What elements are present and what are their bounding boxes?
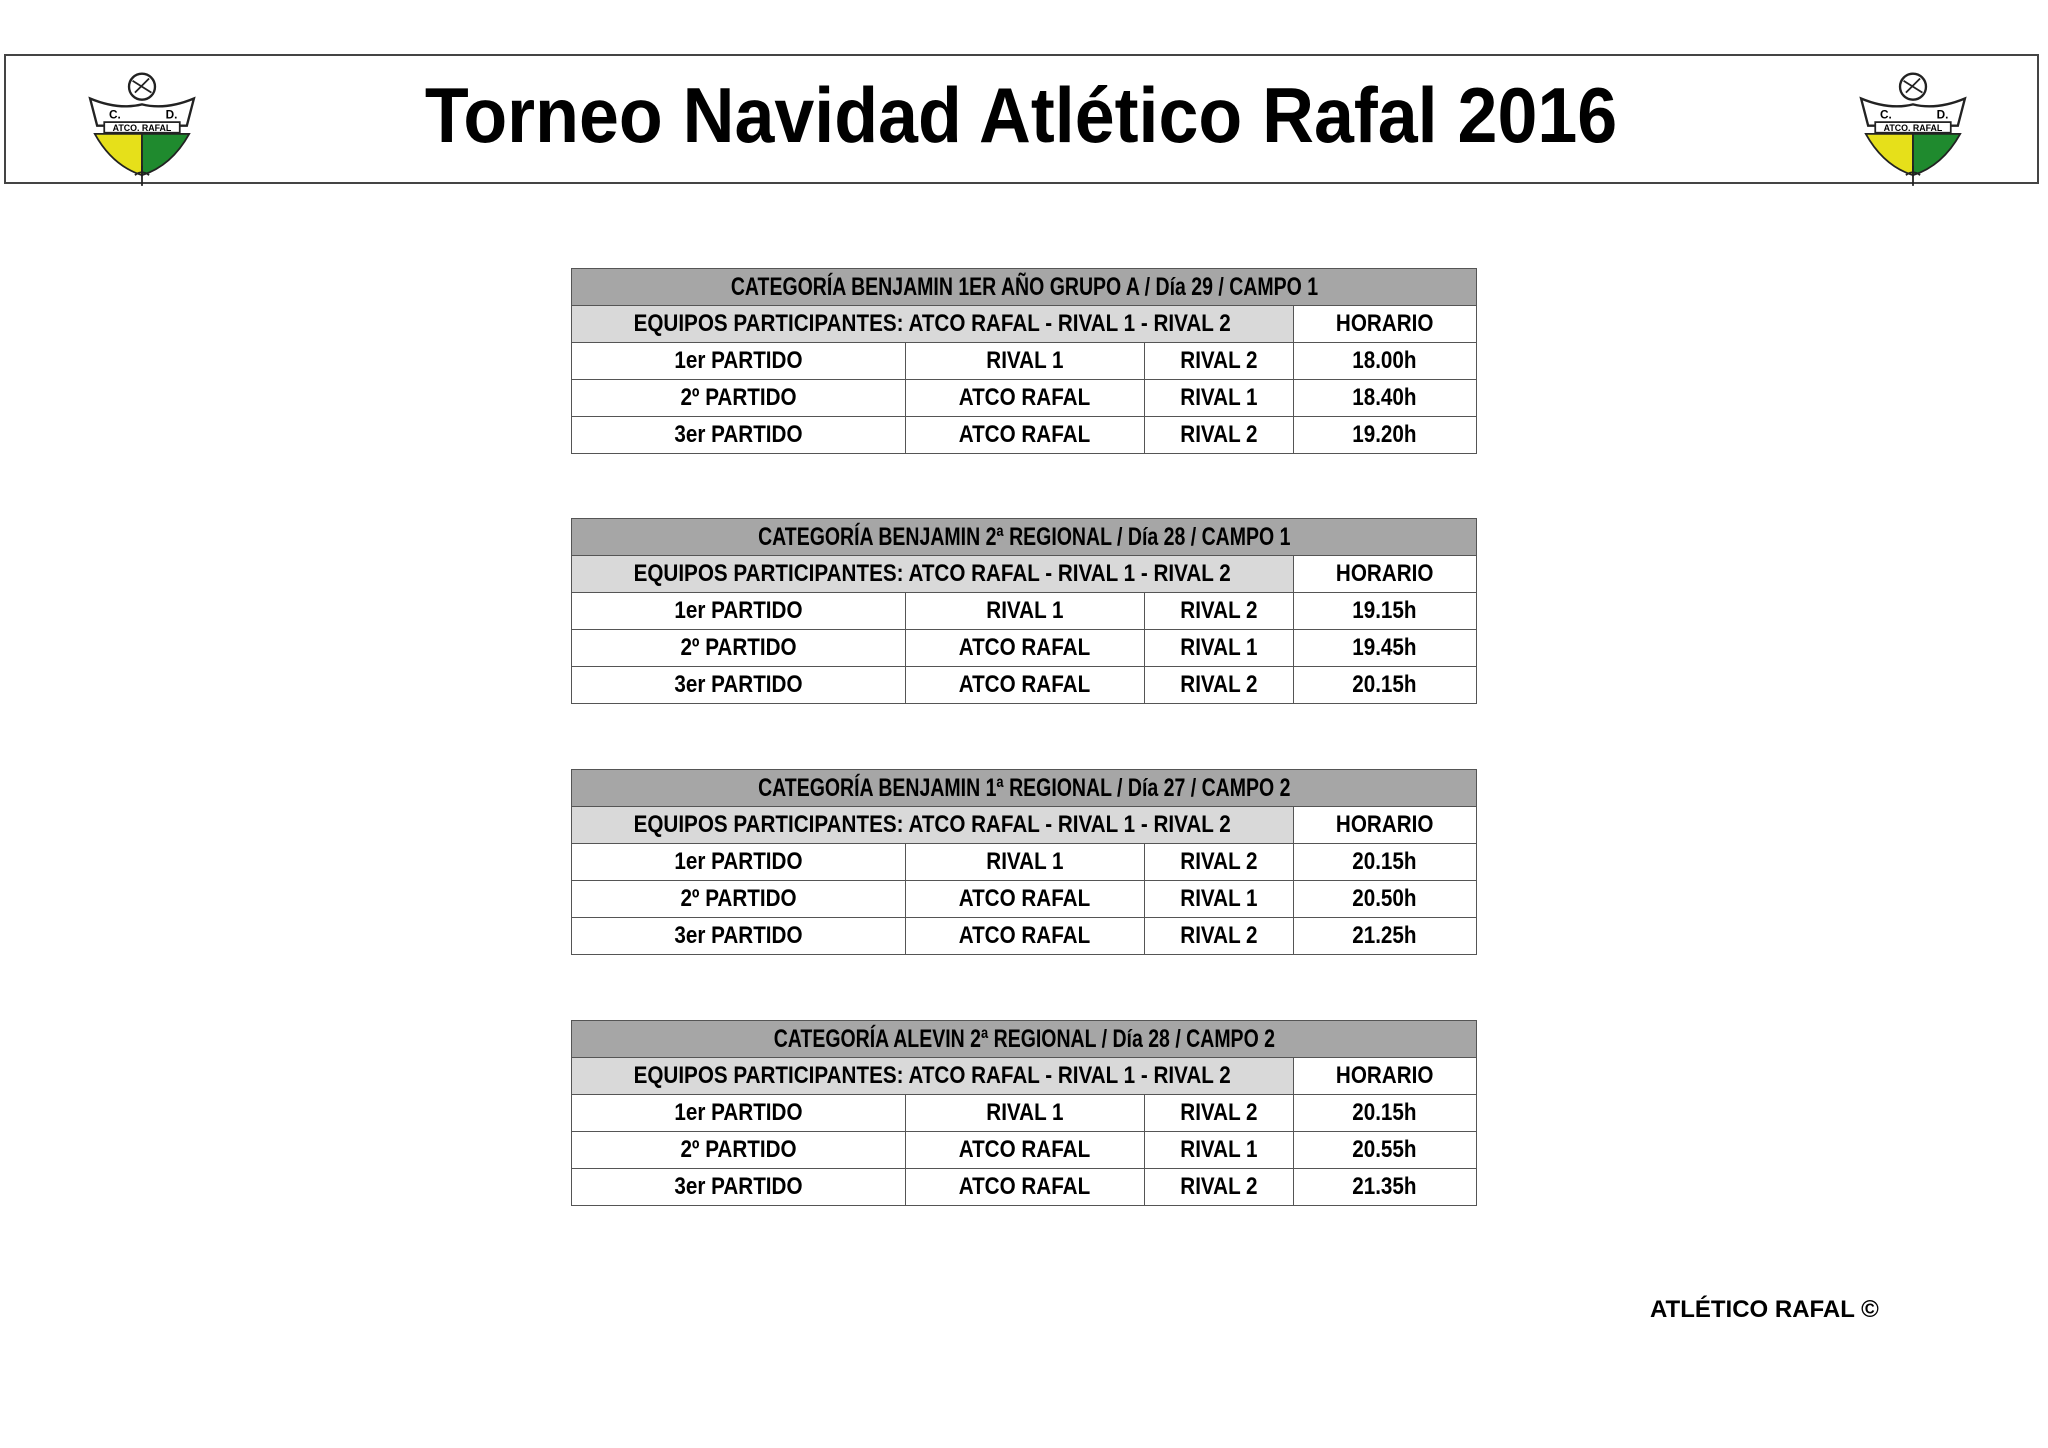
home-team: RIVAL 1 bbox=[904, 843, 1145, 881]
home-team: ATCO RAFAL bbox=[904, 917, 1145, 955]
match-label: 2º PARTIDO bbox=[571, 880, 906, 918]
match-time: 19.15h bbox=[1292, 592, 1478, 630]
participating-teams: EQUIPOS PARTICIPANTES: ATCO RAFAL - RIVA… bbox=[571, 555, 1294, 593]
match-row: 1er PARTIDO RIVAL 1 RIVAL 2 20.15h bbox=[571, 1094, 1478, 1132]
club-crest-logo-right: C. D. ATCO. RAFAL bbox=[1859, 72, 1967, 186]
home-team: RIVAL 1 bbox=[904, 592, 1145, 630]
match-label: 1er PARTIDO bbox=[571, 342, 906, 380]
category-row: CATEGORÍA BENJAMIN 1ª REGIONAL / Día 27 … bbox=[571, 769, 1477, 807]
away-team: RIVAL 1 bbox=[1143, 1131, 1294, 1169]
match-row: 3er PARTIDO ATCO RAFAL RIVAL 2 21.25h bbox=[571, 917, 1478, 955]
match-label: 1er PARTIDO bbox=[571, 592, 906, 630]
match-row: 2º PARTIDO ATCO RAFAL RIVAL 1 20.50h bbox=[571, 880, 1478, 918]
copyright-footer: ATLÉTICO RAFAL © bbox=[1650, 1296, 1879, 1323]
category-title: CATEGORÍA BENJAMIN 2ª REGIONAL / Día 28 … bbox=[571, 518, 1477, 556]
match-label: 3er PARTIDO bbox=[571, 917, 906, 955]
away-team: RIVAL 2 bbox=[1143, 592, 1294, 630]
schedule-header: HORARIO bbox=[1292, 806, 1478, 844]
match-label: 2º PARTIDO bbox=[571, 1131, 906, 1169]
participating-teams: EQUIPOS PARTICIPANTES: ATCO RAFAL - RIVA… bbox=[571, 806, 1294, 844]
home-team: ATCO RAFAL bbox=[904, 1168, 1145, 1206]
home-team: ATCO RAFAL bbox=[904, 666, 1145, 704]
away-team: RIVAL 2 bbox=[1143, 666, 1294, 704]
category-title: CATEGORÍA BENJAMIN 1ER AÑO GRUPO A / Día… bbox=[571, 268, 1477, 306]
match-row: 2º PARTIDO ATCO RAFAL RIVAL 1 20.55h bbox=[571, 1131, 1478, 1169]
schedule-table: CATEGORÍA BENJAMIN 2ª REGIONAL / Día 28 … bbox=[571, 518, 1478, 704]
home-team: ATCO RAFAL bbox=[904, 416, 1145, 454]
match-row: 1er PARTIDO RIVAL 1 RIVAL 2 19.15h bbox=[571, 592, 1478, 630]
teams-row: EQUIPOS PARTICIPANTES: ATCO RAFAL - RIVA… bbox=[571, 1057, 1478, 1095]
match-label: 3er PARTIDO bbox=[571, 666, 906, 704]
away-team: RIVAL 1 bbox=[1143, 629, 1294, 667]
teams-row: EQUIPOS PARTICIPANTES: ATCO RAFAL - RIVA… bbox=[571, 555, 1478, 593]
schedule-header: HORARIO bbox=[1292, 555, 1478, 593]
match-time: 19.45h bbox=[1292, 629, 1478, 667]
match-time: 18.40h bbox=[1292, 379, 1478, 417]
home-team: ATCO RAFAL bbox=[904, 1131, 1145, 1169]
home-team: ATCO RAFAL bbox=[904, 379, 1145, 417]
match-row: 2º PARTIDO ATCO RAFAL RIVAL 1 19.45h bbox=[571, 629, 1478, 667]
match-label: 1er PARTIDO bbox=[571, 843, 906, 881]
home-team: ATCO RAFAL bbox=[904, 880, 1145, 918]
teams-row: EQUIPOS PARTICIPANTES: ATCO RAFAL - RIVA… bbox=[571, 305, 1478, 343]
home-team: RIVAL 1 bbox=[904, 1094, 1145, 1132]
away-team: RIVAL 2 bbox=[1143, 917, 1294, 955]
category-title: CATEGORÍA ALEVIN 2ª REGIONAL / Día 28 / … bbox=[571, 1020, 1477, 1058]
participating-teams: EQUIPOS PARTICIPANTES: ATCO RAFAL - RIVA… bbox=[571, 1057, 1294, 1095]
match-row: 3er PARTIDO ATCO RAFAL RIVAL 2 20.15h bbox=[571, 666, 1478, 704]
category-row: CATEGORÍA BENJAMIN 1ER AÑO GRUPO A / Día… bbox=[571, 268, 1477, 306]
home-team: ATCO RAFAL bbox=[904, 629, 1145, 667]
category-row: CATEGORÍA BENJAMIN 2ª REGIONAL / Día 28 … bbox=[571, 518, 1477, 556]
category-title: CATEGORÍA BENJAMIN 1ª REGIONAL / Día 27 … bbox=[571, 769, 1477, 807]
teams-row: EQUIPOS PARTICIPANTES: ATCO RAFAL - RIVA… bbox=[571, 806, 1478, 844]
page-header: C. D. ATCO. RAFAL Torneo Navidad Atlétic… bbox=[4, 54, 2039, 186]
participating-teams: EQUIPOS PARTICIPANTES: ATCO RAFAL - RIVA… bbox=[571, 305, 1294, 343]
match-label: 1er PARTIDO bbox=[571, 1094, 906, 1132]
svg-text:C.: C. bbox=[1880, 109, 1892, 122]
schedule-header: HORARIO bbox=[1292, 305, 1478, 343]
match-time: 20.15h bbox=[1292, 843, 1478, 881]
club-crest-logo-left: C. D. ATCO. RAFAL bbox=[88, 72, 196, 186]
match-time: 20.55h bbox=[1292, 1131, 1478, 1169]
match-time: 20.15h bbox=[1292, 1094, 1478, 1132]
home-team: RIVAL 1 bbox=[904, 342, 1145, 380]
match-row: 1er PARTIDO RIVAL 1 RIVAL 2 18.00h bbox=[571, 342, 1478, 380]
away-team: RIVAL 2 bbox=[1143, 1094, 1294, 1132]
svg-text:D.: D. bbox=[166, 109, 178, 122]
away-team: RIVAL 1 bbox=[1143, 880, 1294, 918]
match-time: 18.00h bbox=[1292, 342, 1478, 380]
svg-text:D.: D. bbox=[1937, 109, 1949, 122]
schedule-header: HORARIO bbox=[1292, 1057, 1478, 1095]
match-label: 3er PARTIDO bbox=[571, 416, 906, 454]
match-row: 3er PARTIDO ATCO RAFAL RIVAL 2 21.35h bbox=[571, 1168, 1478, 1206]
match-time: 21.35h bbox=[1292, 1168, 1478, 1206]
svg-text:ATCO. RAFAL: ATCO. RAFAL bbox=[113, 123, 172, 133]
match-time: 19.20h bbox=[1292, 416, 1478, 454]
match-time: 20.50h bbox=[1292, 880, 1478, 918]
match-row: 2º PARTIDO ATCO RAFAL RIVAL 1 18.40h bbox=[571, 379, 1478, 417]
match-time: 21.25h bbox=[1292, 917, 1478, 955]
match-label: 2º PARTIDO bbox=[571, 629, 906, 667]
away-team: RIVAL 2 bbox=[1143, 843, 1294, 881]
match-label: 3er PARTIDO bbox=[571, 1168, 906, 1206]
away-team: RIVAL 2 bbox=[1143, 1168, 1294, 1206]
away-team: RIVAL 2 bbox=[1143, 416, 1294, 454]
away-team: RIVAL 2 bbox=[1143, 342, 1294, 380]
page-title: Torneo Navidad Atlético Rafal 2016 bbox=[425, 71, 1618, 159]
svg-text:C.: C. bbox=[109, 109, 121, 122]
match-row: 3er PARTIDO ATCO RAFAL RIVAL 2 19.20h bbox=[571, 416, 1478, 454]
schedule-table: CATEGORÍA BENJAMIN 1ER AÑO GRUPO A / Día… bbox=[571, 268, 1478, 454]
category-row: CATEGORÍA ALEVIN 2ª REGIONAL / Día 28 / … bbox=[571, 1020, 1477, 1058]
match-label: 2º PARTIDO bbox=[571, 379, 906, 417]
match-row: 1er PARTIDO RIVAL 1 RIVAL 2 20.15h bbox=[571, 843, 1478, 881]
schedule-table: CATEGORÍA BENJAMIN 1ª REGIONAL / Día 27 … bbox=[571, 769, 1478, 955]
away-team: RIVAL 1 bbox=[1143, 379, 1294, 417]
svg-text:ATCO. RAFAL: ATCO. RAFAL bbox=[1884, 123, 1943, 133]
schedule-table: CATEGORÍA ALEVIN 2ª REGIONAL / Día 28 / … bbox=[571, 1020, 1478, 1206]
match-time: 20.15h bbox=[1292, 666, 1478, 704]
